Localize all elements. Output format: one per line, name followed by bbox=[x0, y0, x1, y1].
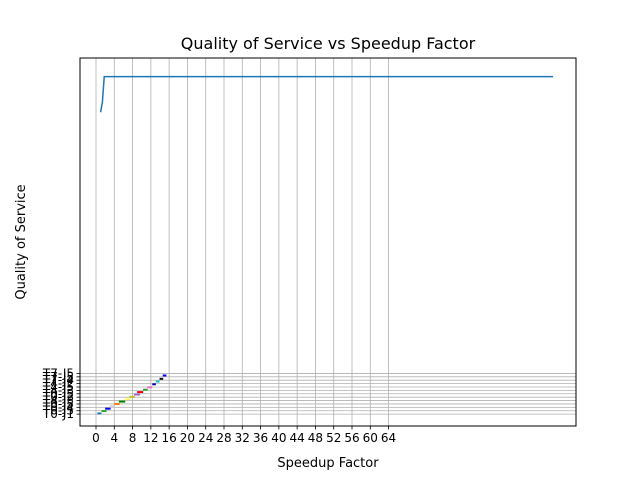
y-tick-label: T7-J4 bbox=[42, 373, 74, 387]
task-marks bbox=[97, 374, 167, 415]
y-tick-label: T0-J3 bbox=[42, 390, 74, 404]
x-tick-label: 40 bbox=[271, 431, 286, 445]
chart-title: Quality of Service vs Speedup Factor bbox=[181, 34, 476, 53]
x-tick-label: 16 bbox=[162, 431, 177, 445]
x-tick-label: 48 bbox=[308, 431, 323, 445]
x-tick-label: 24 bbox=[198, 431, 213, 445]
y-tick-label: T0-J1 bbox=[42, 407, 74, 421]
y-tick-label: T0-J5 bbox=[42, 404, 74, 418]
x-tick-label: 52 bbox=[326, 431, 341, 445]
y-tick-label: T7-J5 bbox=[42, 366, 74, 380]
x-axis-ticks: 0 4 8 12 16 20 24 28 32 36 40 44 48 52 56 60 64 bbox=[92, 426, 396, 445]
plot-frame bbox=[79, 57, 577, 427]
y-tick-label: T4-J5 bbox=[42, 394, 74, 408]
y-tick-label: T0-J5 bbox=[42, 397, 74, 411]
y-axis-ticks: T0-J1T0-J5T0-J4T0-J5T4-J5T0-J3T0-J5T4-J3… bbox=[42, 366, 80, 421]
x-tick-label: 0 bbox=[92, 431, 100, 445]
x-tick-label: 4 bbox=[110, 431, 118, 445]
x-tick-label: 28 bbox=[216, 431, 231, 445]
x-axis-label: Speedup Factor bbox=[277, 456, 379, 471]
y-tick-label: T0-J4 bbox=[42, 400, 74, 414]
y-tick-label: T0-J5 bbox=[42, 387, 74, 401]
y-tick-label: T7-J5 bbox=[42, 370, 74, 384]
series-layer bbox=[99, 75, 554, 113]
grid bbox=[80, 58, 576, 426]
x-tick-label: 64 bbox=[381, 431, 396, 445]
x-tick-label: 60 bbox=[363, 431, 378, 445]
x-tick-label: 20 bbox=[180, 431, 195, 445]
y-tick-label: T4-J5 bbox=[42, 380, 74, 394]
x-tick-label: 8 bbox=[129, 431, 137, 445]
x-tick-label: 36 bbox=[253, 431, 268, 445]
series-line bbox=[99, 75, 554, 113]
y-tick-label: T4-J2 bbox=[42, 377, 74, 391]
x-tick-label: 12 bbox=[143, 431, 158, 445]
y-tick-label: T4-J3 bbox=[42, 383, 74, 397]
x-tick-label: 32 bbox=[235, 431, 250, 445]
y-axis-label: Quality of Service bbox=[14, 184, 29, 299]
x-tick-label: 56 bbox=[344, 431, 359, 445]
x-tick-label: 44 bbox=[290, 431, 305, 445]
